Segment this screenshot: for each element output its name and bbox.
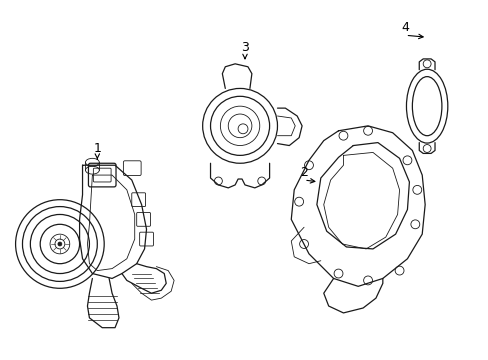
Circle shape: [58, 242, 62, 246]
Text: 1: 1: [93, 142, 101, 155]
Text: 4: 4: [401, 21, 408, 34]
Text: 2: 2: [300, 166, 307, 179]
Text: 3: 3: [241, 41, 248, 54]
